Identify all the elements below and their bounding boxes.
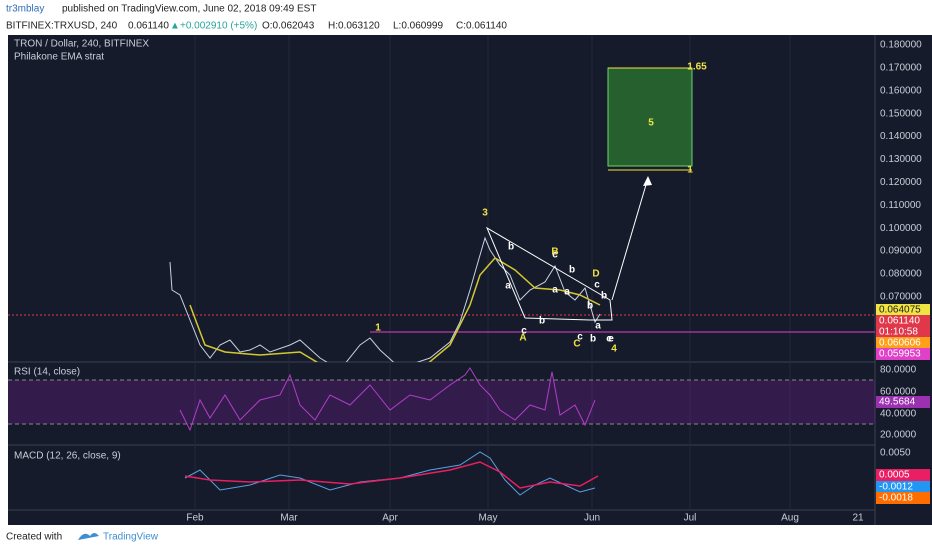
price-tick-label: 0.100000 <box>880 223 922 234</box>
badge-label: 01:10:58 <box>879 327 918 338</box>
pane-title: TRON / Dollar, 240, BITFINEX <box>14 39 149 50</box>
wave-label: b <box>587 301 593 312</box>
badge-label: 0.061140 <box>879 316 920 327</box>
quote-open: O:0.062043 <box>262 21 315 32</box>
badge-label: 0.060606 <box>879 338 921 349</box>
price-tick-label: 0.180000 <box>880 40 922 51</box>
rsi-tick-label: 60.0000 <box>880 387 917 398</box>
quote-high: H:0.063120 <box>328 21 380 32</box>
quote-change: +0.002910 (+5%) <box>180 21 257 32</box>
published: published on TradingView.com, June 02, 2… <box>62 4 316 15</box>
price-tick-label: 0.110000 <box>880 200 921 211</box>
axis-badge <box>876 396 930 408</box>
time-tick-label: Apr <box>382 513 398 524</box>
price-tick-label: 0.120000 <box>880 177 922 188</box>
wave-label: e <box>608 334 614 345</box>
wave-label: c <box>577 332 583 343</box>
axis-badge <box>876 492 930 504</box>
price-tick-label: 0.170000 <box>880 63 922 74</box>
rsi-line <box>179 367 596 432</box>
wave-label: D <box>592 269 599 280</box>
time-tick-label: 21 <box>852 513 864 524</box>
quote-last: 0.061140 <box>128 21 169 32</box>
time-tick-label: Aug <box>781 513 799 524</box>
badge-label: 0.059953 <box>879 349 921 360</box>
price-tick-label: 0.130000 <box>880 154 922 165</box>
macd-tick-label: 0.0050 <box>880 448 911 459</box>
badge-label: 49.5684 <box>879 397 916 408</box>
rsi-tick-label: 40.0000 <box>880 409 917 420</box>
wave-label: c <box>594 280 600 291</box>
brand[interactable]: TradingView <box>103 532 159 543</box>
wave-label: b <box>590 334 596 345</box>
author[interactable]: tr3mblay <box>6 4 44 15</box>
time-tick-label: Jul <box>684 513 697 524</box>
signal-line <box>184 461 599 489</box>
badge-label: -0.0018 <box>879 493 913 504</box>
price-tick-label: 0.090000 <box>880 246 922 257</box>
quote-close: C:0.061140 <box>456 21 507 32</box>
rsi-tick-label: 80.0000 <box>880 365 917 376</box>
pane-title: MACD (12, 26, close, 9) <box>14 451 121 462</box>
wave-label: a <box>505 281 511 292</box>
pane-title: RSI (14, close) <box>14 367 80 378</box>
wave-label: a <box>595 321 601 332</box>
badge-label: -0.0012 <box>879 482 913 493</box>
wave-label: c <box>521 326 527 337</box>
wave-label: b <box>508 242 514 253</box>
wave-label: 1 <box>687 165 693 176</box>
axis-badge <box>876 481 930 493</box>
grid <box>194 35 791 510</box>
dynamic: TRON / Dollar, 240, BITFINEX Philakone EM… <box>14 39 930 524</box>
price-tick-label: 0.080000 <box>880 269 922 280</box>
wave-label: 4 <box>611 344 617 355</box>
wave-label: b <box>539 316 545 327</box>
quote-arrow: ▲ <box>170 21 180 32</box>
axis-badge <box>876 469 930 481</box>
quote-line: BITFINEX:TRXUSD, 240 0.061140 ▲ +0.002910 (… <box>6 21 507 32</box>
badge-label: 0.0005 <box>879 470 910 481</box>
axis-badge <box>876 315 930 327</box>
wave-label: B <box>551 247 558 258</box>
time-tick-label: Jun <box>584 513 600 524</box>
wave-label: b <box>601 291 607 302</box>
macd-line <box>184 451 596 496</box>
wave-label: b <box>569 265 575 276</box>
price-tick-label: 0.150000 <box>880 108 922 119</box>
price-tick-label: 0.070000 <box>880 292 922 303</box>
wave-label: C <box>573 339 580 350</box>
axis-badge <box>876 337 930 349</box>
wave-label: a <box>552 285 558 296</box>
chart-area <box>8 35 932 525</box>
wave-label: 1.65 <box>687 62 707 73</box>
projection-arrow <box>611 177 649 301</box>
wave-label: a <box>564 287 570 298</box>
wave-label: 5 <box>648 118 654 129</box>
axis-badge <box>876 304 930 316</box>
price-tick-label: 0.160000 <box>880 85 922 96</box>
rsi-tick-label: 20.0000 <box>880 430 917 441</box>
footer <box>0 525 932 550</box>
time-tick-label: Feb <box>186 513 204 524</box>
logo <box>78 533 99 540</box>
created-with: Created with <box>6 532 62 543</box>
badge-label: 0.064075 <box>879 305 921 316</box>
indicator-title: Philakone EMA strat <box>14 52 104 63</box>
axis-badge <box>876 326 930 338</box>
time-tick-label: May <box>479 513 498 524</box>
wave-label: c <box>552 250 558 261</box>
price-drawing <box>8 67 875 362</box>
rsi-band <box>8 380 875 424</box>
axis-badge <box>876 348 930 360</box>
quote-symbol: BITFINEX:TRXUSD, 240 <box>6 21 118 32</box>
time-tick-label: Mar <box>280 513 298 524</box>
wave-label: 3 <box>482 208 488 219</box>
wave-label: c <box>606 334 612 345</box>
price-tick-label: 0.140000 <box>880 131 922 142</box>
wave-label: 1 <box>375 323 381 334</box>
quote-low: L:0.060999 <box>393 21 443 32</box>
wave-label: A <box>519 333 526 344</box>
